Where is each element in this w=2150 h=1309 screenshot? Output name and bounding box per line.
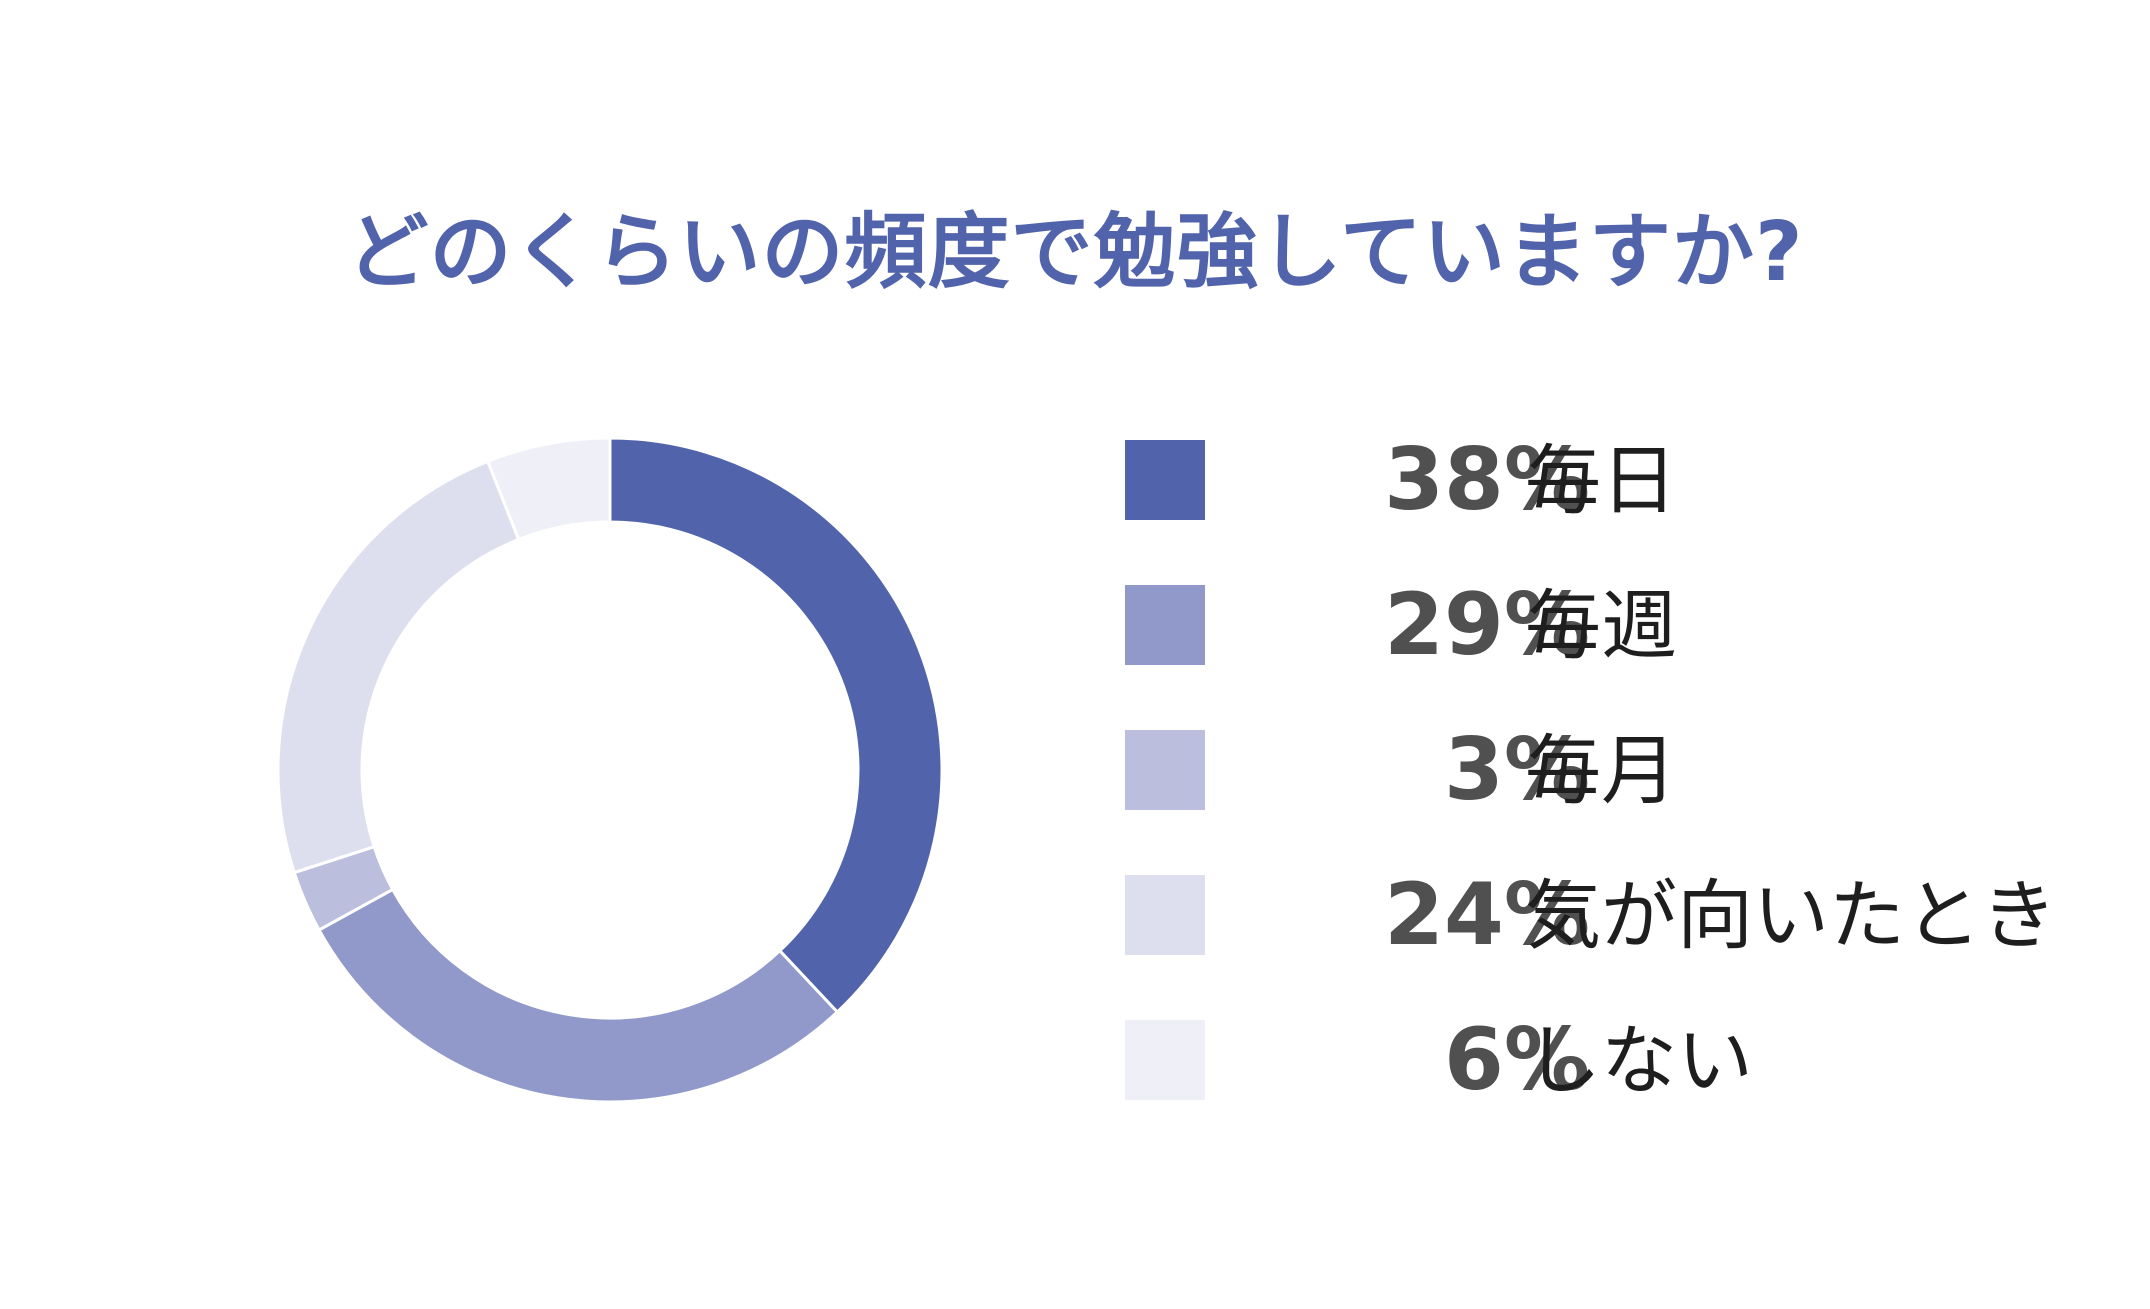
chart-title: どのくらいの頻度で勉強していますか? xyxy=(346,205,1804,300)
legend-swatch xyxy=(1125,440,1205,520)
legend-label: 毎日 xyxy=(1525,436,1677,525)
legend-label: 毎月 xyxy=(1525,726,1677,815)
slice-never xyxy=(485,436,612,542)
chart-legend: 38% 毎日 29% 毎週 3% 毎月 24% 気が向いたとき 6% しない xyxy=(1125,434,2125,1140)
donut-chart xyxy=(276,436,944,1104)
legend-item-monthly: 3% 毎月 xyxy=(1125,724,2125,816)
legend-value: 29% xyxy=(1384,575,1590,675)
legend-item-never: 6% しない xyxy=(1125,1014,2125,1106)
legend-item-when-motivated: 24% 気が向いたとき xyxy=(1125,869,2125,961)
legend-item-weekly: 29% 毎週 xyxy=(1125,579,2125,671)
legend-swatch xyxy=(1125,1020,1205,1100)
legend-label: 気が向いたとき xyxy=(1525,871,2057,960)
legend-value: 38% xyxy=(1384,430,1590,530)
legend-value: 24% xyxy=(1384,865,1590,965)
slice-weekly xyxy=(317,887,840,1104)
legend-value: 3% xyxy=(1443,720,1590,820)
legend-item-daily: 38% 毎日 xyxy=(1125,434,2125,526)
legend-label: 毎週 xyxy=(1525,581,1677,670)
slice-daily xyxy=(608,436,944,1015)
slice-when-motivated xyxy=(276,459,521,875)
legend-swatch xyxy=(1125,585,1205,665)
legend-swatch xyxy=(1125,875,1205,955)
legend-value: 6% xyxy=(1443,1010,1590,1110)
legend-label: しない xyxy=(1525,1016,1753,1105)
legend-swatch xyxy=(1125,730,1205,810)
